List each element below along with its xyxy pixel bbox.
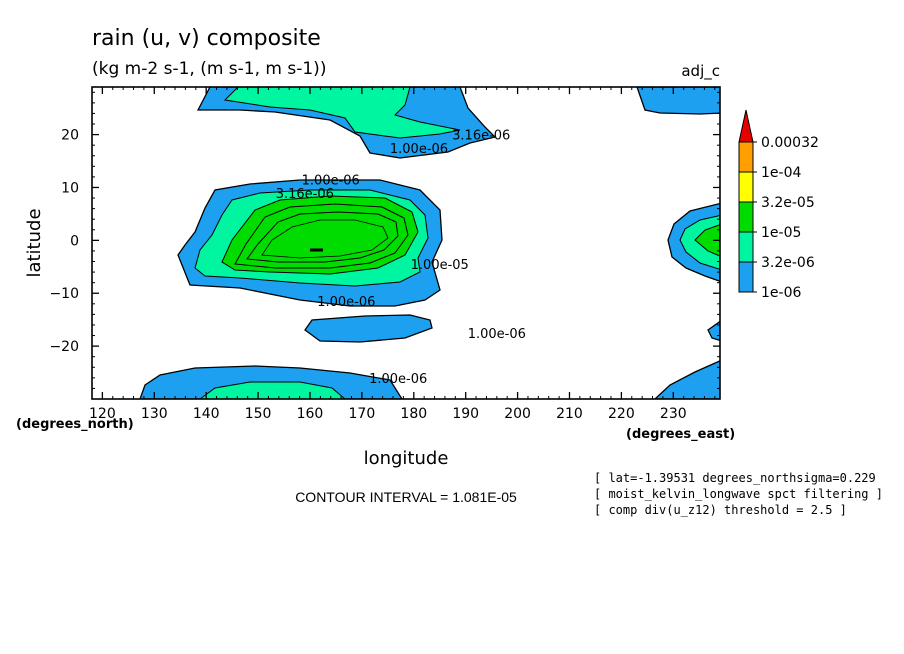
x-axis-label: longitude — [364, 448, 449, 469]
y-tick-label: 0 — [70, 233, 79, 249]
contour-label: 3.16e-06 — [452, 129, 510, 144]
contour-region-1e-06-east — [636, 87, 720, 115]
color-legend: 1e-06 3.2e-06 1e-05 3.2e-05 1e-04 0.00032 — [738, 109, 819, 301]
legend-level-label: 3.2e-06 — [761, 255, 815, 271]
contour-labels: 3.16e-061.00e-061.00e-063.16e-061.00e-05… — [276, 129, 526, 387]
legend-swatch — [738, 201, 754, 233]
y-tick-label: 20 — [61, 128, 79, 144]
x-tick-label: 140 — [193, 406, 220, 422]
contour-label: 1.00e-06 — [468, 327, 526, 342]
x-tick-label: 200 — [504, 406, 531, 422]
chart-title: rain (u, v) composite — [92, 26, 321, 51]
x-axis: 120 130 140 150 160 170 180 190 200 210 220 230 — [89, 87, 716, 422]
x-unit-label: (degrees_east) — [626, 427, 735, 442]
x-tick-label: 160 — [297, 406, 324, 422]
contour-region-1e-06-east-south — [654, 360, 720, 399]
contour-label: 3.16e-06 — [276, 187, 334, 202]
y-tick-label: −10 — [49, 286, 79, 302]
x-tick-label: 150 — [245, 406, 272, 422]
legend-level-label: 1e-04 — [761, 165, 801, 181]
contour-region-3e-06-north — [223, 87, 461, 139]
contour-interval-text: CONTOUR INTERVAL = 1.081E-05 — [295, 489, 517, 505]
contour-region-1e-06-south-mid — [304, 314, 433, 343]
note-line: [ comp div(u_z12) threshold = 2.5 ] — [594, 503, 847, 517]
x-tick-label: 120 — [89, 406, 116, 422]
y-tick-label: 10 — [61, 180, 79, 196]
contour-label: 1.00e-06 — [317, 295, 375, 310]
legend-level-label: 0.00032 — [761, 135, 819, 151]
y-tick-label: −20 — [49, 339, 79, 355]
x-tick-label: 190 — [452, 406, 479, 422]
x-tick-label: 170 — [349, 406, 376, 422]
legend-level-label: 3.2e-05 — [761, 195, 815, 211]
x-tick-label: 230 — [660, 406, 687, 422]
note-line: [ lat=-1.39531 degrees_northsigma=0.229 — [594, 471, 876, 485]
note-line: [ moist_kelvin_longwave spct filtering ] — [594, 487, 883, 501]
contour-region-1e-05-east-mid — [694, 224, 720, 257]
legend-level-label: 1e-05 — [761, 225, 801, 241]
contour-fills — [139, 87, 720, 399]
y-axis-label: latitude — [24, 208, 45, 277]
legend-swatch — [738, 261, 754, 293]
legend-level-label: 1e-06 — [761, 285, 801, 301]
contour-interior-2 — [246, 211, 399, 263]
plot-frame — [91, 86, 721, 400]
x-tick-label: 210 — [556, 406, 583, 422]
dataset-label: adj_c — [681, 62, 720, 81]
contour-label: 1.00e-05 — [411, 258, 469, 273]
contour-label: 1.00e-06 — [369, 372, 427, 387]
legend-top-arrow — [738, 109, 754, 143]
contour-interior-3 — [261, 219, 389, 259]
y-axis: −20 −10 0 10 20 — [49, 91, 720, 389]
legend-swatch — [738, 141, 754, 173]
x-tick-label: 220 — [608, 406, 635, 422]
legend-swatch — [738, 171, 754, 203]
legend-swatch — [738, 231, 754, 263]
contour-label: 1.00e-06 — [390, 142, 448, 157]
x-tick-label: 130 — [141, 406, 168, 422]
contour-label: 1.00e-06 — [302, 174, 360, 189]
y-unit-label: (degrees_north) — [16, 417, 134, 432]
contour-region-3e-06-south — [199, 381, 346, 399]
x-tick-label: 180 — [400, 406, 427, 422]
filter-notes: [ lat=-1.39531 degrees_northsigma=0.229 [… — [594, 471, 883, 517]
contour-interior-1 — [234, 203, 409, 269]
chart-subtitle: (kg m-2 s-1, (m s-1, m s-1)) — [92, 59, 326, 79]
